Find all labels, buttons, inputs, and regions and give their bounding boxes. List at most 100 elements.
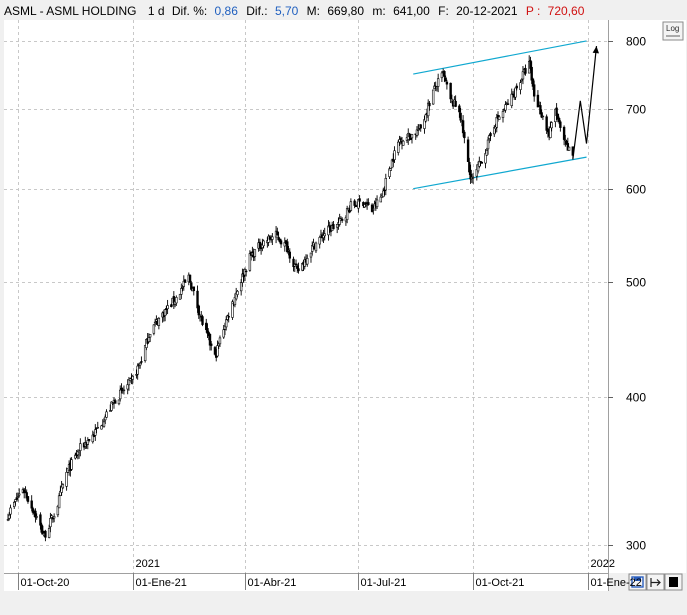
candle-body bbox=[196, 290, 199, 309]
candle-body bbox=[484, 153, 487, 164]
candle-body bbox=[463, 131, 466, 139]
candle bbox=[143, 344, 147, 363]
save-button[interactable] bbox=[628, 573, 647, 591]
candle-body bbox=[419, 124, 422, 129]
candle-body bbox=[188, 274, 192, 283]
candle-body bbox=[557, 118, 561, 123]
y-tick-label: 800 bbox=[626, 35, 646, 49]
candle-body bbox=[428, 102, 431, 107]
candle-body bbox=[182, 280, 186, 287]
dif-value: 5,70 bbox=[275, 4, 299, 18]
candle-body bbox=[104, 416, 107, 421]
channel-upper-line bbox=[413, 40, 587, 75]
candle-body bbox=[239, 282, 243, 292]
candle bbox=[498, 114, 501, 120]
y-tick-label: 300 bbox=[626, 539, 646, 553]
candle-body bbox=[495, 117, 498, 128]
candle-body bbox=[480, 161, 484, 164]
candle bbox=[140, 356, 143, 365]
candle bbox=[172, 291, 176, 310]
y-axis-ticks: 300 400 500 600 700 800 bbox=[608, 35, 646, 553]
candle bbox=[208, 333, 212, 351]
export-button[interactable] bbox=[646, 573, 665, 591]
candle-body bbox=[382, 190, 385, 198]
candle-body bbox=[550, 122, 553, 129]
candle bbox=[122, 385, 126, 395]
candle bbox=[61, 483, 65, 490]
candle bbox=[397, 139, 400, 156]
candle-body bbox=[128, 378, 132, 381]
candle bbox=[519, 79, 522, 95]
candle bbox=[39, 512, 42, 530]
candle bbox=[57, 492, 61, 509]
candle-body bbox=[30, 500, 33, 509]
candle-body bbox=[217, 343, 220, 347]
candle-body bbox=[153, 321, 157, 324]
candle-body bbox=[459, 112, 462, 121]
candle-body bbox=[216, 345, 219, 357]
candle-body bbox=[486, 139, 490, 150]
candle-body bbox=[138, 362, 142, 366]
candle-body bbox=[14, 499, 17, 502]
candle bbox=[253, 249, 257, 261]
candle bbox=[114, 398, 117, 404]
candle-body bbox=[155, 319, 158, 322]
candle bbox=[323, 227, 326, 241]
candle bbox=[318, 235, 321, 249]
candle-body bbox=[9, 507, 12, 515]
candle-body bbox=[201, 316, 204, 325]
candle-body bbox=[47, 528, 51, 538]
candle bbox=[340, 217, 344, 223]
min-value: 641,00 bbox=[393, 4, 430, 18]
candle-body bbox=[271, 236, 274, 240]
color-button[interactable] bbox=[664, 573, 683, 591]
x-tick-label: 01-Ene-22 bbox=[591, 577, 642, 589]
candle-body bbox=[545, 116, 548, 131]
candle bbox=[288, 248, 291, 263]
candle-body bbox=[294, 263, 298, 265]
candle-body bbox=[501, 111, 505, 118]
candle bbox=[530, 61, 533, 84]
forecast-arrowhead bbox=[592, 46, 599, 54]
candle bbox=[501, 109, 505, 123]
candle-body bbox=[296, 265, 299, 269]
log-scale-button[interactable]: Log bbox=[662, 21, 684, 41]
candle bbox=[562, 125, 566, 146]
candle bbox=[532, 80, 536, 102]
candle-body bbox=[555, 107, 558, 117]
candle-body bbox=[243, 269, 247, 276]
chart-header: ASML - ASML HOLDING 1 d Dif. %: 0,86 Dif… bbox=[4, 4, 585, 18]
candle-body bbox=[372, 209, 375, 211]
candle bbox=[152, 324, 156, 336]
candle bbox=[216, 340, 219, 358]
candle-body bbox=[148, 333, 152, 338]
candle-body bbox=[546, 128, 550, 133]
candle-body bbox=[8, 514, 11, 519]
candle-body bbox=[225, 319, 228, 328]
candle-body bbox=[262, 240, 265, 247]
candle-body bbox=[423, 119, 426, 129]
candle-body bbox=[136, 365, 139, 375]
candle-body bbox=[6, 519, 10, 521]
candle-body bbox=[485, 149, 488, 156]
candle-body bbox=[79, 443, 82, 451]
candle bbox=[459, 107, 462, 123]
candle bbox=[65, 467, 68, 491]
candle-body bbox=[102, 421, 106, 427]
candle-body bbox=[140, 361, 143, 363]
candle-body bbox=[77, 450, 81, 454]
x-tick-label: 01-Oct-20 bbox=[21, 577, 70, 589]
min-label: m: bbox=[372, 4, 385, 18]
candle bbox=[521, 65, 525, 85]
candle-body bbox=[364, 202, 368, 205]
candle-body bbox=[210, 343, 213, 346]
candle-body bbox=[363, 204, 366, 208]
candle bbox=[541, 115, 545, 121]
candle-body bbox=[424, 114, 427, 122]
candle-body bbox=[375, 199, 379, 208]
candle-body bbox=[338, 218, 341, 225]
candle-body bbox=[183, 279, 187, 283]
candle bbox=[345, 205, 349, 224]
candle-body bbox=[166, 305, 169, 310]
candle-body bbox=[506, 103, 510, 105]
